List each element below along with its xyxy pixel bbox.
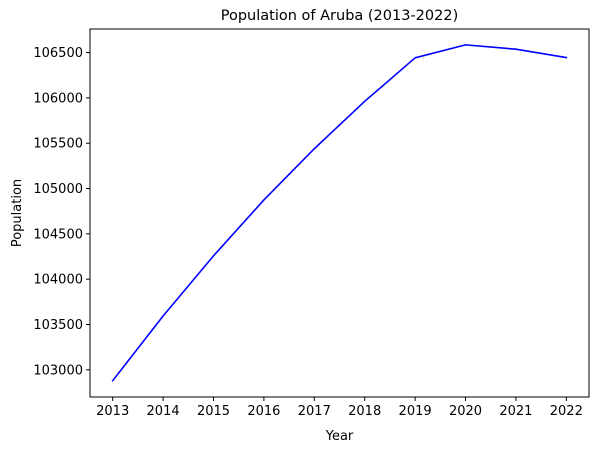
y-tick-label: 105000 bbox=[33, 182, 83, 197]
x-axis-ticks: 2013 2014 2015 2016 2017 2018 2019 2020 2021 2022 bbox=[96, 397, 583, 419]
chart-title: Population of Aruba (2013-2022) bbox=[221, 8, 459, 24]
x-tick-label: 2013 bbox=[96, 404, 129, 419]
x-tick-label: 2015 bbox=[197, 404, 230, 419]
series-layer bbox=[111, 44, 568, 382]
y-tick-label: 104500 bbox=[33, 227, 83, 242]
series-line bbox=[111, 44, 568, 382]
y-axis-ticks: 103000 103500 104000 104500 105000 105500 1060… bbox=[33, 46, 90, 378]
x-tick-label: 2022 bbox=[550, 404, 583, 419]
x-tick-label: 2019 bbox=[399, 404, 432, 419]
x-axis-title: Year bbox=[325, 429, 354, 444]
y-tick-label: 103500 bbox=[33, 318, 83, 333]
y-tick-label: 103000 bbox=[33, 363, 83, 378]
x-tick-label: 2017 bbox=[298, 404, 331, 419]
x-tick-label: 2016 bbox=[247, 404, 280, 419]
y-tick-label: 106000 bbox=[33, 91, 83, 106]
x-tick-label: 2021 bbox=[499, 404, 532, 419]
y-tick-label: 104000 bbox=[33, 273, 83, 288]
plot-area-frame bbox=[89, 28, 590, 398]
y-axis-title: Population bbox=[10, 179, 25, 247]
y-tick-label: 106500 bbox=[33, 46, 83, 61]
x-tick-label: 2014 bbox=[147, 404, 180, 419]
x-tick-label: 2018 bbox=[348, 404, 381, 419]
x-tick-label: 2020 bbox=[449, 404, 482, 419]
y-tick-label: 105500 bbox=[33, 137, 83, 152]
